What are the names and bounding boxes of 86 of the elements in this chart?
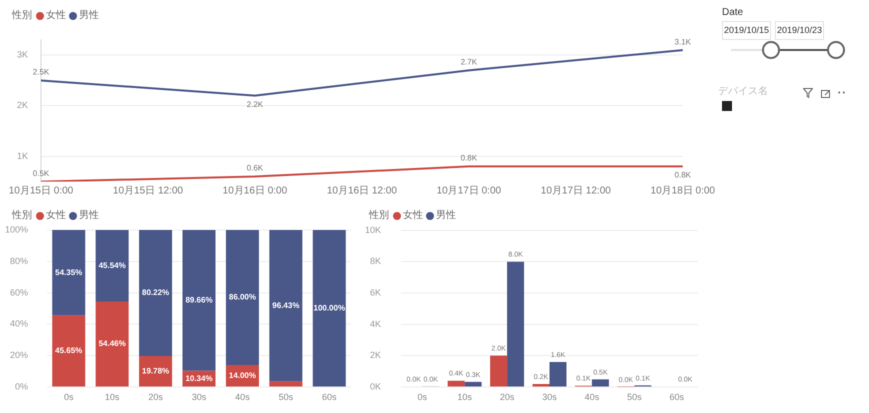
x-tick-label: 0s bbox=[64, 392, 74, 402]
y-tick-label: 60% bbox=[10, 287, 28, 298]
data-label: 3.1K bbox=[674, 37, 692, 46]
bar bbox=[592, 379, 609, 386]
y-tick-label: 40% bbox=[10, 318, 28, 329]
y-tick-label: 100% bbox=[4, 224, 28, 234]
x-tick-label: 10月16日 12:00 bbox=[326, 185, 398, 196]
x-tick-label: 50s bbox=[278, 392, 294, 402]
bar bbox=[96, 230, 129, 302]
x-tick-label: 10s bbox=[104, 392, 120, 402]
y-tick-label: 2K bbox=[16, 100, 28, 110]
legend-title: 性別 bbox=[369, 210, 389, 222]
date-field: 2019/10/15 bbox=[722, 21, 771, 40]
data-label: 54.35% bbox=[55, 268, 82, 277]
data-label: 100.00% bbox=[313, 303, 346, 312]
data-label: 54.46% bbox=[98, 339, 126, 348]
legend-label: 男性 bbox=[436, 210, 456, 222]
x-tick-label: 30s bbox=[542, 392, 558, 402]
date-field: 2019/10/23 bbox=[775, 21, 824, 40]
x-tick-label: 30s bbox=[192, 392, 207, 402]
y-tick-label: 3K bbox=[16, 50, 28, 60]
bar bbox=[312, 230, 346, 386]
x-tick-label: 10月16日 0:00 bbox=[222, 185, 288, 196]
bar bbox=[507, 262, 524, 386]
legend-title: 性別 bbox=[12, 10, 32, 22]
bar bbox=[269, 230, 302, 382]
x-tick-label: 10月15日 12:00 bbox=[112, 185, 184, 196]
data-label: 86.00% bbox=[228, 292, 256, 302]
bar bbox=[490, 356, 508, 386]
x-tick-label: 40s bbox=[235, 392, 250, 402]
text: Date bbox=[722, 7, 744, 18]
y-tick-label: 2K bbox=[370, 350, 381, 360]
legend-label: 男性 bbox=[79, 10, 99, 22]
y-tick-label: 20% bbox=[10, 350, 28, 360]
legend-label: 女性 bbox=[46, 10, 66, 22]
bar bbox=[182, 230, 216, 371]
bar bbox=[52, 230, 86, 316]
bar bbox=[52, 315, 86, 386]
x-tick-label: 20s bbox=[148, 392, 164, 402]
x-tick-label: 10月15日 0:00 bbox=[8, 185, 74, 196]
legend-label: 女性 bbox=[46, 210, 66, 222]
bar bbox=[139, 356, 172, 386]
x-tick-label: 20s bbox=[500, 392, 515, 402]
x-tick-label: 10月18日 0:00 bbox=[650, 185, 716, 196]
y-tick-label: 80% bbox=[10, 256, 28, 266]
y-tick-label: 1K bbox=[16, 150, 28, 161]
data-label: 2.7K bbox=[460, 58, 478, 67]
x-tick-label: 10月17日 12:00 bbox=[540, 185, 612, 196]
data-label: 45.65% bbox=[55, 346, 82, 356]
x-tick-label: 40s bbox=[584, 392, 600, 402]
data-label: 0.8K bbox=[674, 170, 692, 180]
data-label: 96.43% bbox=[272, 300, 300, 310]
legend-label: 男性 bbox=[79, 210, 99, 222]
y-tick-label: 6K bbox=[370, 288, 381, 298]
x-tick-label: 0s bbox=[417, 392, 428, 402]
bar bbox=[269, 381, 302, 386]
data-label: 0.8K bbox=[460, 154, 478, 163]
data-label: 45.54% bbox=[98, 260, 126, 270]
bar bbox=[464, 382, 482, 386]
legend-label: 女性 bbox=[403, 210, 423, 222]
legend-title: 性別 bbox=[12, 210, 32, 222]
bar bbox=[96, 302, 129, 386]
data-label: 19.78% bbox=[142, 366, 170, 376]
text: デバイス名 bbox=[718, 85, 768, 98]
data-label: 0.6K bbox=[246, 164, 264, 173]
x-tick-label: 60s bbox=[322, 392, 338, 402]
x-tick-label: 10s bbox=[457, 392, 472, 402]
data-label: 80.22% bbox=[142, 288, 170, 298]
data-label: 0.5K bbox=[32, 168, 50, 178]
y-tick-label: 8K bbox=[370, 256, 381, 266]
bar bbox=[226, 230, 259, 366]
data-label: 2.5K bbox=[32, 68, 50, 77]
x-tick-label: 50s bbox=[627, 392, 642, 402]
bar bbox=[139, 230, 172, 356]
y-tick-label: 4K bbox=[370, 318, 381, 329]
data-label: 10.34% bbox=[185, 374, 213, 383]
y-tick-label: 0% bbox=[14, 381, 28, 392]
y-tick-label: 0K bbox=[370, 381, 381, 392]
y-tick-label: 10K bbox=[364, 224, 381, 235]
x-tick-label: 60s bbox=[670, 392, 685, 402]
data-label: 2.2K bbox=[246, 100, 264, 109]
bar bbox=[448, 380, 465, 386]
data-label: 14.00% bbox=[228, 370, 256, 380]
bar bbox=[550, 362, 566, 386]
x-tick-label: 10月17日 0:00 bbox=[436, 185, 502, 196]
data-label: 89.66% bbox=[185, 296, 213, 305]
